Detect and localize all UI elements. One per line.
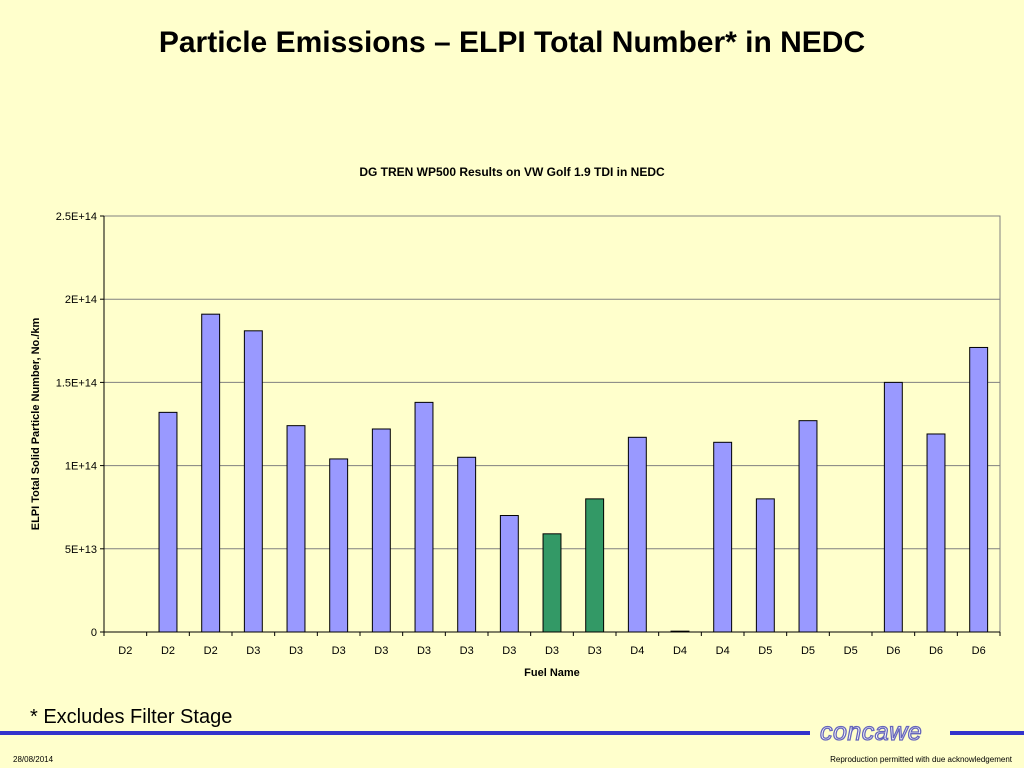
x-tick-label: D3 [417, 645, 431, 657]
y-tick-label: 1.5E+14 [56, 377, 97, 389]
bar [755, 498, 775, 633]
x-tick-label: D3 [588, 645, 602, 657]
bar [926, 433, 946, 633]
x-tick-label: D3 [332, 645, 346, 657]
bar [329, 458, 349, 633]
concawe-logo: concawe [810, 717, 950, 748]
x-tick-label: D4 [673, 645, 687, 657]
bar [585, 498, 605, 633]
x-tick-label: D5 [758, 645, 772, 657]
bar [713, 441, 733, 633]
bar [798, 420, 818, 633]
logo-text: concawe [819, 717, 923, 746]
x-tick-label: D6 [972, 645, 986, 657]
x-tick-label: D5 [801, 645, 815, 657]
x-tick-label: D2 [204, 645, 218, 657]
bar [243, 330, 263, 633]
x-tick-label: D6 [886, 645, 900, 657]
bar [627, 436, 647, 633]
y-tick-label: 1E+14 [65, 461, 97, 473]
footnote: * Excludes Filter Stage [30, 706, 233, 728]
bar [286, 425, 306, 633]
bar [499, 515, 519, 633]
footer-bar [0, 731, 1024, 735]
y-tick-label: 2E+14 [65, 294, 97, 306]
x-tick-label: D5 [844, 645, 858, 657]
y-axis-ticks: 0 5E+13 1E+14 1.5E+14 2E+14 2.5E+14 [56, 211, 104, 639]
bar-chart: DG TREN WP500 Results on VW Golf 1.9 TDI… [30, 165, 1001, 679]
x-tick-label: D4 [716, 645, 730, 657]
x-tick-label: D3 [374, 645, 388, 657]
x-tick-label: D3 [545, 645, 559, 657]
x-axis-label: Fuel Name [524, 667, 580, 679]
x-tick-label: D6 [929, 645, 943, 657]
bar [371, 428, 391, 633]
x-tick-label: D3 [246, 645, 260, 657]
y-tick-label: 0 [91, 627, 97, 639]
y-tick-label: 2.5E+14 [56, 211, 97, 223]
bar [414, 401, 434, 633]
slide-title: Particle Emissions – ELPI Total Number* … [158, 26, 866, 59]
bar [969, 346, 989, 633]
chart-title: DG TREN WP500 Results on VW Golf 1.9 TDI… [359, 165, 665, 179]
slide-date: 28/08/2014 [13, 755, 54, 764]
x-tick-label: D4 [630, 645, 644, 657]
copyright-notice: Reproduction permitted with due acknowle… [830, 755, 1012, 764]
bar [457, 456, 477, 633]
bar [542, 533, 562, 633]
bar [158, 411, 178, 633]
x-tick-label: D3 [289, 645, 303, 657]
x-tick-label: D3 [502, 645, 516, 657]
y-tick-label: 5E+13 [65, 544, 97, 556]
x-tick-label: D2 [118, 645, 132, 657]
x-tick-label: D3 [460, 645, 474, 657]
x-axis-ticks: D2 D2 D2 D3 D3 D3 D3 D3 D3 D3 D3 D3 D4 D4 D4 D5 D5 D5 D6 D6… [103, 632, 1001, 657]
x-tick-label: D2 [161, 645, 175, 657]
bar [201, 313, 221, 633]
y-axis-label: ELPI Total Solid Particle Number, No./km [30, 318, 42, 531]
bars [158, 313, 989, 633]
bar [883, 381, 903, 633]
